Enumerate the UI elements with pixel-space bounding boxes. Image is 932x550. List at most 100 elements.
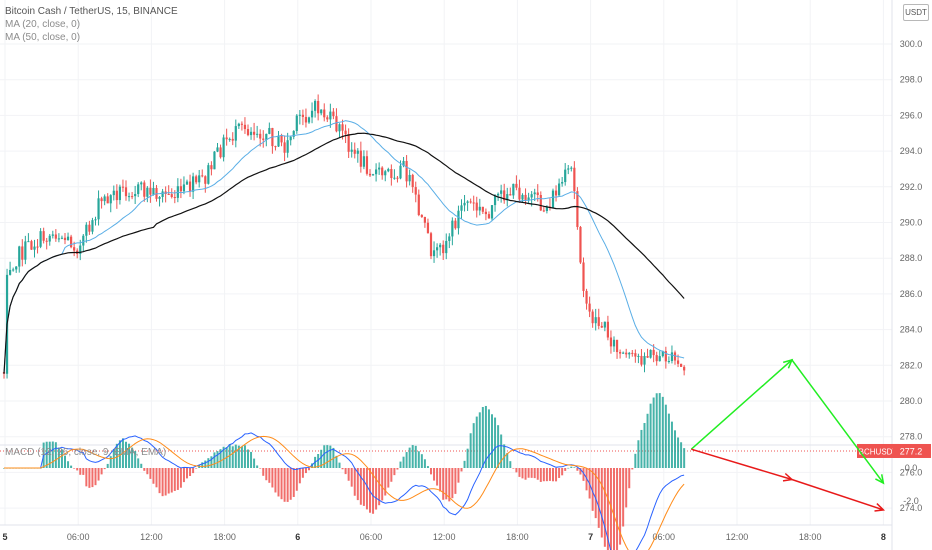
macd-bar xyxy=(643,422,646,468)
candle-body xyxy=(506,194,509,201)
macd-bar xyxy=(323,445,326,468)
macd-bar xyxy=(555,468,558,482)
candle-body xyxy=(338,124,341,132)
macd-bar xyxy=(466,448,469,468)
macd-bar xyxy=(250,451,253,468)
macd-bar xyxy=(106,463,109,468)
candle-body xyxy=(554,190,558,196)
macd-bar xyxy=(344,468,347,475)
candle-body xyxy=(487,214,491,219)
candle-body xyxy=(390,169,393,179)
macd-bar xyxy=(402,456,405,468)
candle-body xyxy=(85,224,88,236)
macd-bar xyxy=(539,468,542,482)
macd-bar xyxy=(417,451,420,468)
macd-bar xyxy=(393,468,396,476)
candle-body xyxy=(466,201,469,203)
candle-body xyxy=(249,131,253,136)
macd-bar xyxy=(616,468,619,550)
candle-body xyxy=(350,149,353,152)
macd-bar xyxy=(518,468,521,477)
time-tick-label: 06:00 xyxy=(360,532,383,542)
candle-body xyxy=(30,241,33,250)
candle-body xyxy=(545,206,548,212)
candle-body xyxy=(161,191,164,198)
candle-body xyxy=(91,220,94,232)
candle-body xyxy=(82,235,85,246)
candle-body xyxy=(301,114,304,117)
candle-body xyxy=(109,195,112,204)
candle-body xyxy=(268,127,271,134)
macd-bar xyxy=(152,468,155,484)
time-tick-label: 7 xyxy=(588,532,593,542)
candle-body xyxy=(70,236,73,248)
macd-bar xyxy=(289,468,292,500)
price-tick-label: 294.0 xyxy=(900,146,923,156)
candle-body xyxy=(253,131,256,135)
candle-body xyxy=(158,197,161,199)
macd-bar xyxy=(204,460,207,468)
candle-body xyxy=(676,360,680,364)
macd-bar xyxy=(237,445,240,468)
macd-bar xyxy=(500,434,503,468)
candle-body xyxy=(228,138,231,140)
candle-body xyxy=(329,111,332,120)
currency-button[interactable]: USDT xyxy=(903,4,929,21)
macd-bar xyxy=(67,461,70,468)
candle-body xyxy=(344,130,347,135)
price-tick-label: 300.0 xyxy=(900,39,923,49)
macd-bar xyxy=(265,468,268,481)
candle-body xyxy=(112,190,115,196)
candle-body xyxy=(527,197,530,200)
macd-bar xyxy=(664,404,667,468)
candle-body xyxy=(378,167,381,170)
candle-body xyxy=(63,237,67,241)
candle-body xyxy=(103,196,106,202)
time-tick-label: 12:00 xyxy=(726,532,749,542)
candle-body xyxy=(335,116,338,132)
candle-body xyxy=(307,117,311,123)
time-tick-label: 18:00 xyxy=(213,532,236,542)
candle-body xyxy=(558,183,561,196)
candle-body xyxy=(24,241,27,260)
macd-legend: MACD (12, 26, close, 9, EMA, EMA) xyxy=(5,447,167,458)
time-tick-label: 18:00 xyxy=(799,532,822,542)
candle-body xyxy=(628,352,631,355)
candle-body xyxy=(27,241,30,243)
candle-body xyxy=(442,244,445,254)
ma50-line xyxy=(3,132,685,374)
candle-body xyxy=(298,114,301,116)
candle-body xyxy=(277,135,280,147)
macd-bar xyxy=(271,468,274,488)
macd-bar xyxy=(411,445,414,468)
macd-bar xyxy=(103,468,106,470)
candle-body xyxy=(222,137,225,158)
candle-body xyxy=(234,126,237,141)
candle-body xyxy=(274,146,277,148)
candle-body xyxy=(594,317,597,324)
candle-body xyxy=(341,124,344,131)
macd-bar xyxy=(100,468,103,475)
macd-bar xyxy=(591,468,594,511)
macd-bar xyxy=(167,468,170,494)
candle-body xyxy=(481,206,484,212)
macd-bar xyxy=(515,468,518,473)
price-tick-label: 284.0 xyxy=(900,325,923,335)
candle-body xyxy=(429,233,433,257)
macd-bar xyxy=(658,393,661,468)
macd-bar xyxy=(637,440,640,468)
macd-bar xyxy=(213,452,216,468)
macd-bar xyxy=(91,468,94,488)
macd-bar xyxy=(542,468,545,482)
candle-body xyxy=(673,352,677,361)
macd-bar xyxy=(674,430,676,468)
macd-bar xyxy=(491,414,493,468)
macd-bar xyxy=(530,468,533,478)
macd-bar xyxy=(463,460,466,468)
candle-body xyxy=(490,205,494,219)
candle-body xyxy=(530,194,533,198)
candle-body xyxy=(619,352,622,354)
candle-body xyxy=(500,190,503,194)
